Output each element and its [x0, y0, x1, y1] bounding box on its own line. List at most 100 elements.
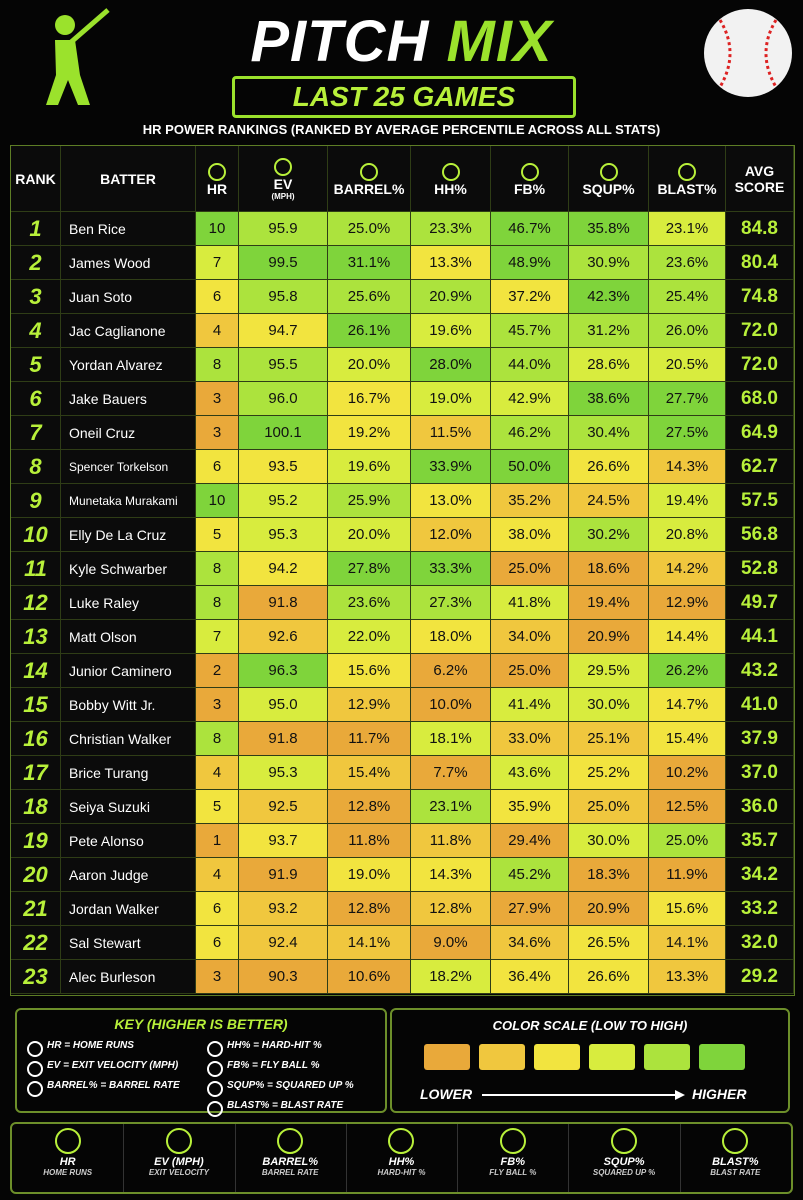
stat-cell: 38.0% — [491, 518, 569, 552]
stat-cell: 95.3 — [239, 756, 328, 790]
stat-cell: 6 — [196, 450, 239, 484]
footer-item: HR HOME RUNS — [12, 1124, 125, 1192]
stat-cell: 34.0% — [491, 620, 569, 654]
stat-cell: 36.4% — [491, 960, 569, 994]
stat-cell: 12.8% — [411, 892, 491, 926]
key-icon — [27, 1041, 43, 1057]
stat-cell: 30.0% — [569, 824, 649, 858]
stat-cell: 11.8% — [328, 824, 411, 858]
header-label: AVG SCORE — [734, 162, 785, 195]
column-header: AVG SCORE — [726, 146, 794, 212]
stat-cell: 92.4 — [239, 926, 328, 960]
stat-cell: 12.8% — [328, 790, 411, 824]
stat-cell: 41.8% — [491, 586, 569, 620]
stat-cell: 27.3% — [411, 586, 491, 620]
stat-cell: 33.2 — [726, 892, 794, 926]
stat-cell: 52.8 — [726, 552, 794, 586]
stat-cell: 6 — [196, 926, 239, 960]
column-icon — [208, 162, 226, 181]
stat-cell: 95.2 — [239, 484, 328, 518]
stat-cell: 92.5 — [239, 790, 328, 824]
footer-sub: FLY BALL % — [489, 1168, 537, 1177]
header-label: HH% — [434, 180, 467, 197]
stat-cell: 11.8% — [411, 824, 491, 858]
stat-cell: 72.0 — [726, 348, 794, 382]
rank: 13 — [11, 620, 61, 654]
stat-cell: 19.4% — [569, 586, 649, 620]
column-header: BARREL% — [328, 146, 411, 212]
column-header: RANK — [11, 146, 61, 212]
title: PITCH MIX — [0, 8, 803, 75]
stat-cell: 56.8 — [726, 518, 794, 552]
header-label: SQUP% — [582, 180, 635, 197]
rank: 17 — [11, 756, 61, 790]
key-item: BARREL% = BARREL RATE — [47, 1080, 180, 1091]
stat-cell: 31.2% — [569, 314, 649, 348]
stat-cell: 94.2 — [239, 552, 328, 586]
rank: 4 — [11, 314, 61, 348]
rank: 21 — [11, 892, 61, 926]
stat-cell: 10.2% — [649, 756, 726, 790]
stat-cell: 12.0% — [411, 518, 491, 552]
column-header: SQUP% — [569, 146, 649, 212]
stat-cell: 18.6% — [569, 552, 649, 586]
stat-cell: 15.6% — [649, 892, 726, 926]
stat-cell: 20.9% — [411, 280, 491, 314]
stat-cell: 84.8 — [726, 212, 794, 246]
rank: 6 — [11, 382, 61, 416]
stat-cell: 13.3% — [411, 246, 491, 280]
key-item: EV = EXIT VELOCITY (MPH) — [47, 1060, 179, 1071]
column-icon — [599, 162, 618, 181]
rank: 10 — [11, 518, 61, 552]
stat-cell: 44.1 — [726, 620, 794, 654]
batter-name: Brice Turang — [61, 756, 196, 790]
stat-cell: 23.6% — [328, 586, 411, 620]
footer-icon — [54, 1128, 81, 1154]
stat-cell: 96.0 — [239, 382, 328, 416]
stat-cell: 5 — [196, 518, 239, 552]
stat-cell: 29.4% — [491, 824, 569, 858]
batter-name: Juan Soto — [61, 280, 196, 314]
batter-name: Matt Olson — [61, 620, 196, 654]
batter-name: Kyle Schwarber — [61, 552, 196, 586]
stat-cell: 35.8% — [569, 212, 649, 246]
stat-cell: 29.2 — [726, 960, 794, 994]
stat-cell: 18.1% — [411, 722, 491, 756]
key-item: BLAST% = BLAST RATE — [227, 1100, 344, 1111]
stat-cell: 42.3% — [569, 280, 649, 314]
stat-cell: 93.7 — [239, 824, 328, 858]
stat-cell: 14.3% — [411, 858, 491, 892]
header-label: EV — [273, 176, 293, 192]
rank: 5 — [11, 348, 61, 382]
stat-cell: 33.0% — [491, 722, 569, 756]
key-item: HH% = HARD-HIT % — [227, 1040, 322, 1051]
stat-cell: 30.4% — [569, 416, 649, 450]
footer-label: SQUP% — [603, 1156, 645, 1168]
scale-low: LOWER — [420, 1086, 473, 1102]
stat-cell: 43.2 — [726, 654, 794, 688]
stat-cell: 6.2% — [411, 654, 491, 688]
header-label: BLAST% — [657, 180, 717, 197]
stat-cell: 41.4% — [491, 688, 569, 722]
stat-cell: 4 — [196, 858, 239, 892]
column-header: BATTER — [61, 146, 196, 212]
stat-cell: 20.9% — [569, 892, 649, 926]
stat-cell: 34.6% — [491, 926, 569, 960]
batter-name: Jordan Walker — [61, 892, 196, 926]
stat-cell: 91.8 — [239, 586, 328, 620]
stat-cell: 27.8% — [328, 552, 411, 586]
batter-name: Christian Walker — [61, 722, 196, 756]
stat-cell: 93.5 — [239, 450, 328, 484]
stat-cell: 20.0% — [328, 518, 411, 552]
key-icon — [27, 1061, 43, 1077]
stat-cell: 19.0% — [411, 382, 491, 416]
column-icon — [274, 158, 292, 176]
stat-cell: 8 — [196, 722, 239, 756]
footer-icon — [722, 1128, 749, 1154]
stat-cell: 57.5 — [726, 484, 794, 518]
stat-cell: 23.1% — [649, 212, 726, 246]
footer-label: FB% — [500, 1156, 525, 1168]
banner: LAST 25 GAMES — [232, 76, 576, 118]
footer-icon — [611, 1128, 638, 1154]
